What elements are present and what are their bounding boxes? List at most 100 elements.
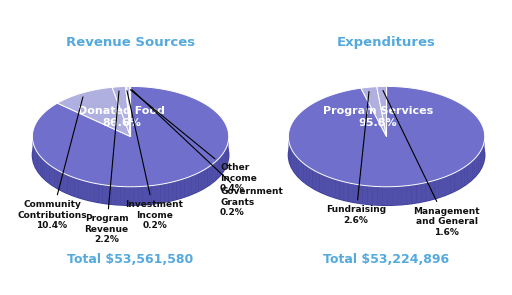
Polygon shape: [49, 165, 52, 185]
Polygon shape: [223, 152, 224, 172]
Polygon shape: [116, 186, 120, 205]
Polygon shape: [368, 186, 372, 205]
Text: Fundraising
2.6%: Fundraising 2.6%: [326, 91, 386, 225]
Polygon shape: [226, 145, 227, 166]
Polygon shape: [296, 157, 298, 178]
Polygon shape: [55, 168, 58, 189]
Polygon shape: [134, 187, 138, 205]
Polygon shape: [461, 167, 464, 188]
Polygon shape: [78, 179, 82, 199]
Polygon shape: [82, 180, 86, 200]
Polygon shape: [120, 186, 125, 205]
Polygon shape: [107, 185, 112, 204]
Polygon shape: [168, 182, 173, 201]
Polygon shape: [447, 175, 451, 195]
Polygon shape: [451, 173, 455, 193]
Polygon shape: [221, 154, 223, 174]
Polygon shape: [195, 173, 199, 193]
Polygon shape: [86, 181, 90, 201]
Polygon shape: [402, 186, 407, 205]
Polygon shape: [323, 175, 327, 195]
Text: Investment
Income
0.2%: Investment Income 0.2%: [125, 91, 184, 230]
Polygon shape: [207, 166, 210, 186]
Polygon shape: [470, 161, 473, 181]
Polygon shape: [339, 181, 344, 200]
Polygon shape: [289, 142, 290, 163]
Polygon shape: [377, 86, 387, 137]
Polygon shape: [458, 169, 461, 190]
Polygon shape: [130, 86, 131, 137]
Text: Government
Grants
0.2%: Government Grants 0.2%: [132, 90, 283, 217]
Polygon shape: [127, 86, 131, 137]
Polygon shape: [202, 170, 205, 190]
Polygon shape: [152, 185, 156, 204]
Polygon shape: [225, 147, 226, 168]
Polygon shape: [312, 170, 316, 190]
Polygon shape: [143, 186, 147, 205]
Polygon shape: [290, 147, 292, 168]
Polygon shape: [42, 159, 45, 179]
Polygon shape: [475, 156, 477, 177]
Polygon shape: [480, 149, 482, 170]
Polygon shape: [199, 171, 202, 191]
Polygon shape: [125, 86, 131, 137]
Polygon shape: [184, 177, 188, 197]
Polygon shape: [138, 186, 143, 205]
Polygon shape: [224, 149, 225, 170]
Polygon shape: [353, 184, 358, 203]
Polygon shape: [479, 151, 480, 172]
Polygon shape: [177, 180, 181, 199]
Polygon shape: [188, 176, 191, 196]
Polygon shape: [35, 148, 36, 169]
Polygon shape: [358, 185, 362, 204]
Polygon shape: [304, 163, 306, 184]
Polygon shape: [430, 180, 435, 200]
Polygon shape: [34, 146, 35, 167]
Polygon shape: [407, 185, 412, 204]
Polygon shape: [129, 187, 134, 205]
Polygon shape: [362, 185, 368, 204]
Text: Community
Contributions
10.4%: Community Contributions 10.4%: [17, 97, 87, 230]
Polygon shape: [455, 171, 458, 191]
Polygon shape: [112, 86, 131, 137]
Polygon shape: [425, 181, 430, 201]
Polygon shape: [477, 154, 479, 175]
Polygon shape: [309, 168, 312, 188]
Polygon shape: [344, 182, 348, 201]
Polygon shape: [61, 172, 64, 192]
Polygon shape: [443, 176, 447, 196]
Polygon shape: [392, 186, 397, 205]
Text: Other
Income
0.4%: Other Income 0.4%: [131, 90, 257, 193]
Text: Total $53,561,580: Total $53,561,580: [68, 253, 194, 266]
Polygon shape: [45, 161, 47, 181]
Polygon shape: [74, 178, 78, 198]
Polygon shape: [377, 186, 382, 205]
Ellipse shape: [32, 105, 229, 205]
Text: Program
Revenue
2.2%: Program Revenue 2.2%: [84, 91, 129, 244]
Polygon shape: [90, 182, 94, 202]
Polygon shape: [293, 152, 295, 173]
Polygon shape: [382, 187, 387, 205]
Polygon shape: [219, 156, 221, 176]
Polygon shape: [32, 86, 229, 187]
Polygon shape: [292, 150, 293, 171]
Polygon shape: [482, 147, 483, 168]
Polygon shape: [40, 157, 42, 177]
Polygon shape: [33, 144, 34, 164]
Polygon shape: [112, 186, 116, 205]
Polygon shape: [173, 181, 177, 200]
Polygon shape: [191, 174, 195, 194]
Text: Management
and General
1.6%: Management and General 1.6%: [383, 91, 480, 237]
Polygon shape: [412, 184, 416, 204]
Polygon shape: [125, 187, 129, 205]
Polygon shape: [98, 184, 103, 203]
Polygon shape: [156, 184, 160, 204]
Polygon shape: [361, 87, 387, 137]
Ellipse shape: [288, 105, 485, 205]
Polygon shape: [301, 161, 304, 182]
Polygon shape: [483, 144, 484, 165]
Polygon shape: [58, 170, 61, 191]
Polygon shape: [295, 154, 296, 175]
Polygon shape: [52, 167, 55, 187]
Polygon shape: [36, 150, 37, 171]
